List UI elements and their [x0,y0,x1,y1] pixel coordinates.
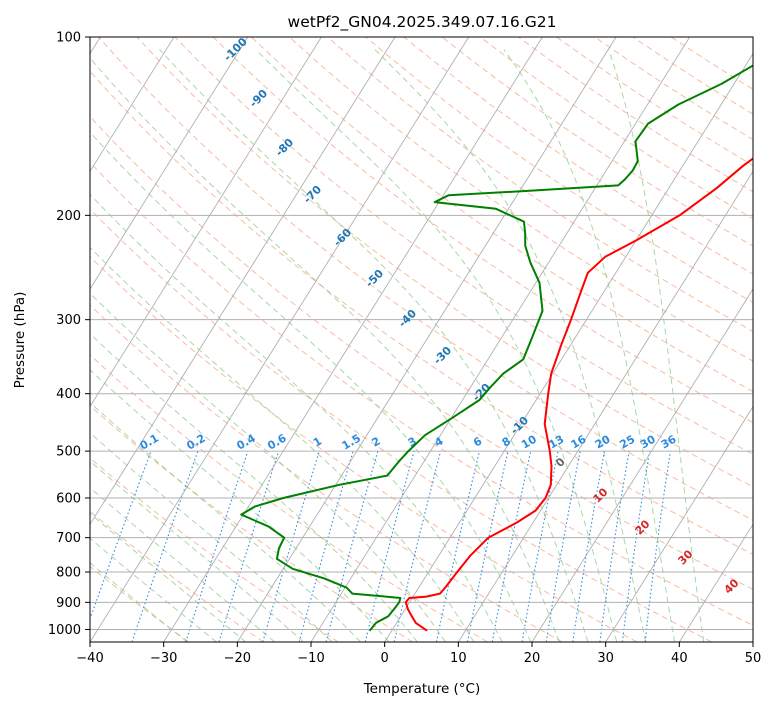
y-axis-title: Pressure (hPa) [12,292,28,389]
moist-adiabat [90,401,361,642]
isotherm [457,170,753,642]
x-tick-label: 20 [524,651,541,666]
dry-adiabat [90,256,638,642]
x-tick-label: 0 [381,651,389,666]
mixing-ratio-line [621,451,651,642]
moist-adiabat [90,460,304,642]
dry-adiabat [174,37,753,455]
isotherm [163,37,543,642]
dry-adiabat [90,457,339,642]
isotherm [90,37,175,173]
dry-adiabat [327,37,753,333]
x-tick-label: −40 [76,651,103,666]
x-tick-label: −10 [297,651,324,666]
y-tick-label: 700 [56,531,81,546]
moist-adiabat [90,193,503,642]
mixing-ratio-line [298,450,354,642]
y-tick-label: 800 [56,566,81,581]
isotherm [90,37,396,526]
isotherm [90,37,249,290]
isotherm [90,37,470,642]
mixing-ratio-line [644,451,671,642]
dry-adiabat [90,565,190,642]
y-tick-label: 1000 [48,623,81,638]
moist-adiabat [503,49,676,642]
dry-adiabat [136,37,753,488]
y-tick-label: 200 [56,209,81,224]
plot-frame [89,36,754,643]
dry-adiabat [90,70,753,555]
mixing-ratio-line [185,450,249,642]
y-tick-label: 600 [56,492,81,507]
mixing-ratio-line [599,451,630,642]
mixing-ratio-line [435,450,481,642]
isotherm [678,523,753,642]
plot-area: 0.1 0.2 0.4 0.6 1 1.5 2 3 4 6 8 10 13 16 20 25 30 36-100-… [90,37,753,642]
dry-adiabat [289,37,753,362]
y-tick-label: 100 [56,31,81,46]
dry-adiabat [98,37,753,521]
moist-adiabat [90,246,475,642]
x-tick-label: −30 [150,651,177,666]
isotherm [605,405,753,642]
x-tick-label: 50 [745,651,762,666]
isotherm [236,37,617,642]
y-tick-label: 300 [56,313,81,328]
x-tick-label: 10 [450,651,467,666]
moist-adiabat [90,131,532,642]
dry-adiabat [90,115,753,590]
moist-adiabat [90,57,560,642]
moist-adiabat [90,432,333,642]
isotherm [90,37,322,408]
moist-adiabats [90,49,705,642]
dry-adiabat [90,510,264,642]
x-tick-label: −20 [224,651,251,666]
moist-adiabat [90,512,247,642]
x-axis-title: Temperature (°C) [363,681,481,697]
moist-adiabat [159,49,589,642]
dry-adiabat [90,354,488,642]
isotherms [90,37,753,642]
dry-adiabat [90,161,753,627]
moist-adiabat [90,333,418,642]
y-tick-label: 500 [56,445,81,460]
moist-adiabat [90,369,390,642]
pressure-gridlines [90,37,753,630]
isotherm [531,288,753,642]
x-axis: −40 −30 −20 −10 0 10 20 30 40 50 [76,642,761,666]
moist-adiabat [374,49,647,642]
y-axis: 1000 900 800 700 600 500 400 300 200 100 [48,31,90,638]
dry-adiabat [365,37,753,303]
dry-adiabat [90,208,712,642]
dewpoint-profile [240,64,753,632]
isotherm [310,37,691,642]
moist-adiabat [608,49,705,642]
mixing-ratio-line [218,450,280,642]
y-tick-label: 400 [56,387,81,402]
moist-adiabat [90,292,446,642]
x-tick-label: 40 [671,651,688,666]
x-tick-label: 30 [597,651,614,666]
dry-adiabat [90,304,563,642]
mixing-ratio-line [325,450,379,642]
chart-title: wetPf2_GN04.2025.349.07.16.G21 [288,13,557,32]
mixing-ratio-line [364,450,415,642]
temperature-profile [404,157,753,632]
y-tick-label: 900 [56,596,81,611]
isotherm [384,52,753,642]
moist-adiabat [90,487,275,642]
moist-adiabat [255,49,618,642]
profiles [240,64,753,632]
dry-adiabat [212,37,753,424]
